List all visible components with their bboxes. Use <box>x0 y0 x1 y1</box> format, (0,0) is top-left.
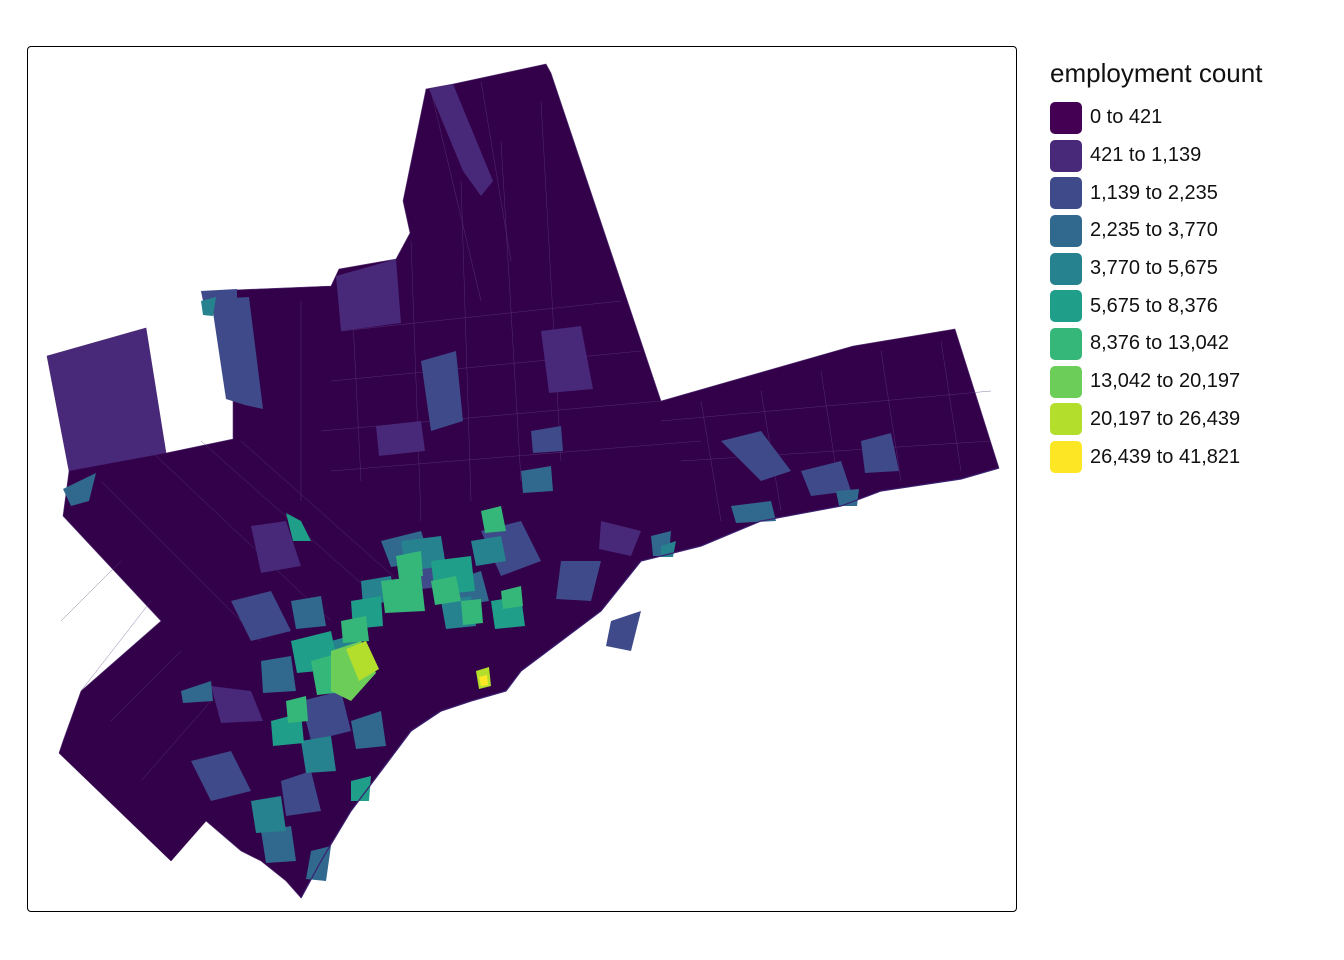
legend-item: 13,042 to 20,197 <box>1050 363 1330 401</box>
legend-swatch <box>1050 365 1082 398</box>
legend-label: 3,770 to 5,675 <box>1090 257 1218 280</box>
legend-item: 8,376 to 13,042 <box>1050 325 1330 363</box>
legend-label: 20,197 to 26,439 <box>1090 407 1241 430</box>
map-legend: employment count 0 to 421 421 to 1,139 1,1… <box>1050 58 1330 476</box>
legend-item: 3,770 to 5,675 <box>1050 250 1330 288</box>
legend-item: 20,197 to 26,439 <box>1050 401 1330 439</box>
legend-label: 13,042 to 20,197 <box>1090 370 1241 393</box>
map-panel <box>27 46 1017 912</box>
legend-label: 421 to 1,139 <box>1090 144 1202 167</box>
legend-title: employment count <box>1050 58 1263 88</box>
tracts-class-10 <box>479 675 488 686</box>
legend-swatch <box>1050 101 1082 134</box>
legend-swatch <box>1050 327 1082 360</box>
lake-shoreline <box>300 467 1000 899</box>
legend-item: 1,139 to 2,235 <box>1050 174 1330 212</box>
legend-swatch <box>1050 177 1082 210</box>
legend-swatch <box>1050 252 1082 285</box>
legend-swatch <box>1050 214 1082 247</box>
legend-item: 2,235 to 3,770 <box>1050 212 1330 250</box>
tracts-class-2 <box>47 84 641 723</box>
legend-item: 0 to 421 <box>1050 99 1330 137</box>
region-southwest-lobe <box>59 701 206 861</box>
tracts-class-3 <box>191 289 899 816</box>
legend-label: 0 to 421 <box>1090 106 1163 129</box>
legend-item: 5,675 to 8,376 <box>1050 287 1330 325</box>
choropleth-map <box>46 63 1000 899</box>
legend-item: 421 to 1,139 <box>1050 137 1330 175</box>
legend-swatch <box>1050 403 1082 436</box>
legend-label: 26,439 to 41,821 <box>1090 445 1241 468</box>
legend-swatch <box>1050 441 1082 474</box>
legend-items: 0 to 421 421 to 1,139 1,139 to 2,235 2,235 … <box>1050 99 1330 476</box>
legend-label: 8,376 to 13,042 <box>1090 332 1230 355</box>
tract-boundaries <box>60 80 992 782</box>
legend-label: 1,139 to 2,235 <box>1090 181 1218 204</box>
legend-label: 2,235 to 3,770 <box>1090 219 1218 242</box>
legend-swatch <box>1050 139 1082 172</box>
legend-label: 5,675 to 8,376 <box>1090 294 1218 317</box>
legend-item: 26,439 to 41,821 <box>1050 438 1330 476</box>
legend-swatch <box>1050 290 1082 323</box>
